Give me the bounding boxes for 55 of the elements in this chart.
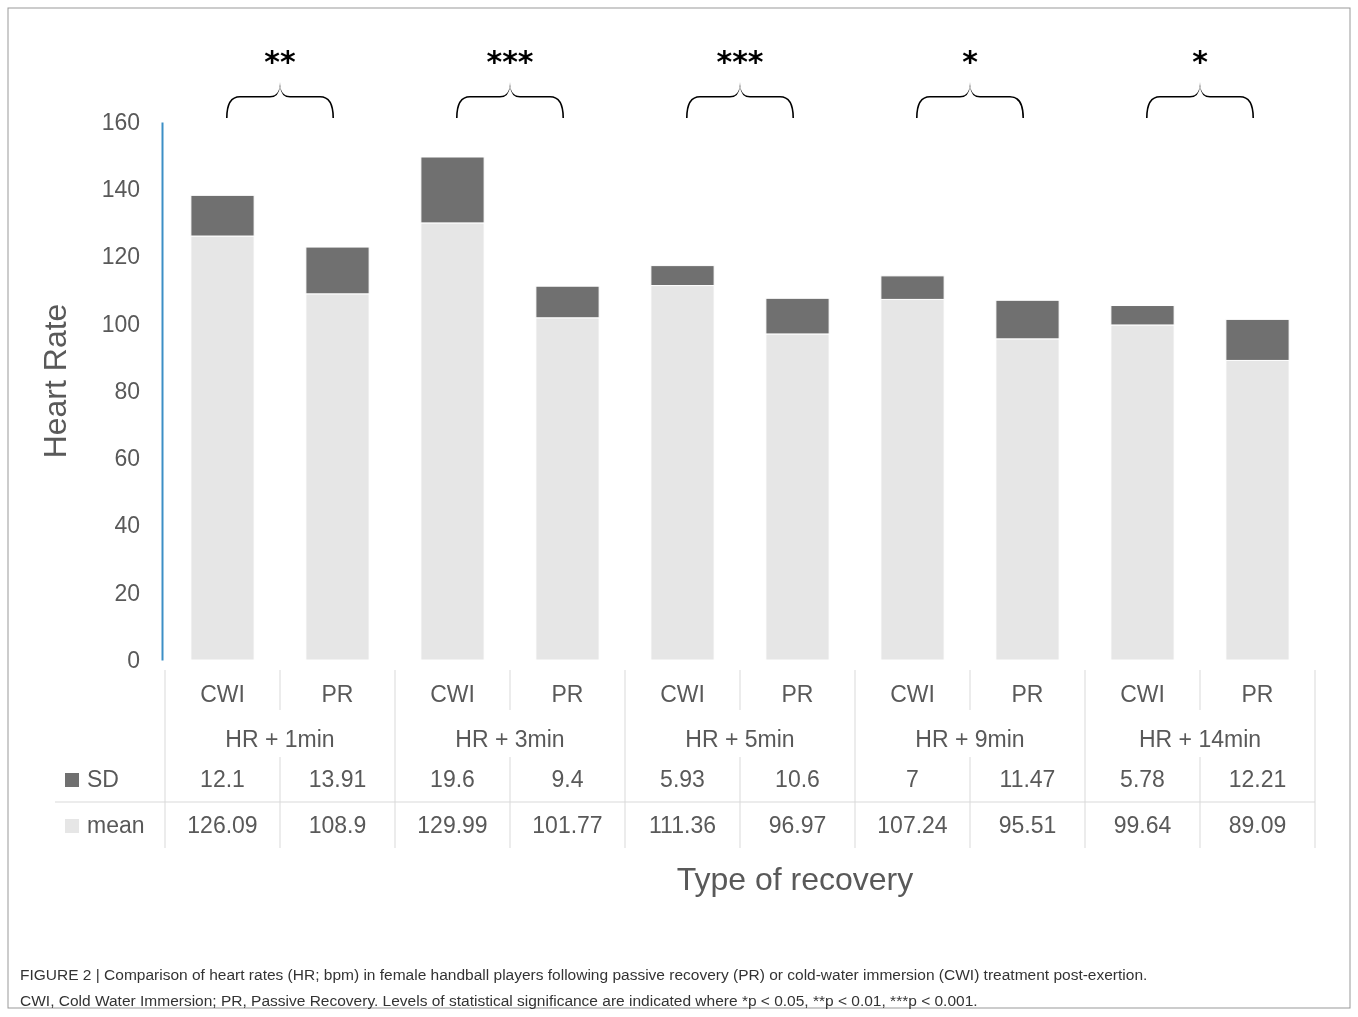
data-label: 126.09 [187, 812, 258, 838]
data-label: 107.24 [877, 812, 948, 838]
data-label: 96.97 [768, 812, 827, 838]
legend-label: mean [87, 812, 145, 838]
x-tick-label: PR [781, 681, 814, 707]
data-label: 11.47 [999, 766, 1056, 792]
data-label: 95.51 [998, 812, 1057, 838]
text: *** [716, 44, 764, 79]
x-tick-label: PR [1011, 681, 1044, 707]
text: * [962, 44, 979, 79]
y-axis-title: Heart Rate [37, 303, 73, 459]
caption: FIGURE 2 | Comparison of heart rates (HR; bpm) in female handball players following passive recovery (PR) or cold-water immersion (CWI) treatment post-exertion. [20, 966, 1148, 983]
text: CWI, Cold Water Immersion; PR, Passive Recovery. Levels of statistical significance are indicated where *p < 0.05, **p < 0.01, ***p < 0.001. [20, 992, 978, 1009]
text: *** [486, 44, 534, 79]
data-label: 101.77 [532, 812, 603, 838]
x-tick-label: CWI [660, 681, 705, 707]
data-label: 7 [906, 766, 919, 792]
x-tick-label: PR [551, 681, 584, 707]
data-label: 9.4 [551, 766, 584, 792]
data-label: 111.36 [649, 812, 716, 838]
text: HR + 3min [455, 726, 565, 752]
legend-label: SD [87, 766, 119, 792]
x-tick-label: CWI [890, 681, 935, 707]
data-label: 5.93 [660, 766, 705, 792]
text: HR + 5min [685, 726, 795, 752]
data-label: 99.64 [1113, 812, 1172, 838]
y-tick-label: 140 [101, 176, 140, 203]
x-tick-label: PR [321, 681, 354, 707]
text: * [1192, 44, 1209, 79]
data-label: 12.21 [1228, 766, 1287, 792]
data-label: 12.1 [200, 766, 245, 792]
y-tick-label: 80 [114, 377, 140, 404]
y-tick-label: 0 [127, 646, 140, 673]
data-label: 19.6 [430, 766, 475, 792]
data-label: 89.09 [1228, 812, 1287, 838]
x-tick-label: CWI [1120, 681, 1165, 707]
text: ** [264, 44, 296, 79]
data-label: 108.9 [308, 812, 367, 838]
data-label: 129.99 [417, 812, 488, 838]
x-tick-label: PR [1241, 681, 1274, 707]
text: HR + 1min [225, 726, 335, 752]
y-tick-label: 120 [101, 243, 140, 270]
y-tick-label: 160 [101, 108, 140, 135]
text: HR + 9min [915, 726, 1025, 752]
data-label: 5.78 [1120, 766, 1165, 792]
y-tick-label: 100 [101, 310, 140, 337]
data-label: 10.6 [775, 766, 820, 792]
y-tick-label: 40 [114, 512, 140, 539]
text: HR + 14min [1138, 726, 1262, 752]
y-tick-label: 60 [114, 445, 140, 472]
x-tick-label: CWI [430, 681, 475, 707]
y-tick-label: 20 [114, 579, 140, 606]
x-axis-title: Type of recovery [676, 861, 914, 897]
data-label: 13.91 [308, 766, 367, 792]
x-tick-label: CWI [200, 681, 245, 707]
